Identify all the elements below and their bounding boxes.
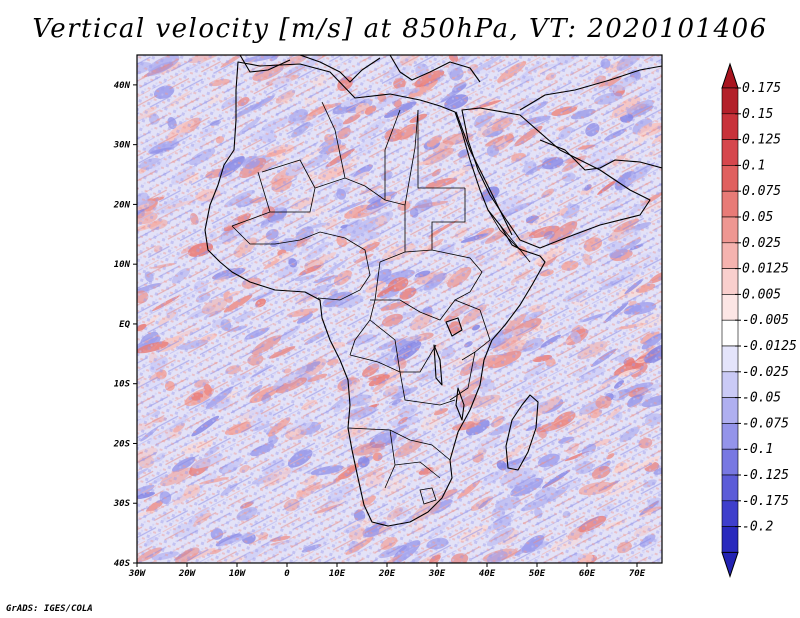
colorbar-label: -0.2	[742, 520, 773, 535]
colorbar-segment	[721, 113, 739, 140]
colorbar-segment	[721, 500, 739, 527]
africa-coastline	[204, 61, 546, 527]
colorbar-segment	[721, 190, 739, 218]
colorbar-label: 0.075	[742, 184, 781, 199]
lon-tick-label: 20E	[378, 569, 396, 579]
colorbar-label: -0.005	[742, 313, 789, 328]
lon-tick-label: 30W	[128, 569, 147, 579]
colorbar-label: 0.0125	[742, 262, 789, 277]
colorbar-label: -0.1	[742, 442, 773, 457]
colorbar-segment	[721, 216, 739, 244]
madagascar-coastline	[505, 394, 539, 471]
colorbar-segment	[721, 448, 739, 476]
colorbar-top-arrow	[721, 62, 739, 89]
lon-tick-label: 30E	[428, 569, 446, 579]
colorbar-label: -0.05	[742, 391, 781, 406]
colorbar-segment	[721, 371, 739, 398]
lat-tick-label: 20N	[113, 200, 131, 210]
colorbar-label: -0.125	[742, 468, 789, 483]
colorbar-segment	[721, 345, 739, 373]
plot-area	[137, 55, 662, 563]
lat-tick-label: 10N	[114, 260, 131, 270]
axis-ticks: 30W 20W 10W 0 10E 20E 30E 40E 50E 60E 70E 40N 30N 20N…	[113, 81, 646, 579]
lon-tick-label: 10W	[229, 569, 247, 579]
lon-tick-label: 70E	[629, 569, 646, 579]
lon-tick-label: 40E	[479, 569, 496, 579]
colorbar-label: -0.175	[742, 494, 789, 509]
europe-coastline	[239, 55, 481, 83]
colorbar: 0.175 0.15 0.125 0.1 0.075 0.05 0.025 0.0125 0.0…	[721, 62, 797, 578]
colorbar-segment	[721, 294, 739, 321]
lat-tick-label: 30S	[113, 499, 131, 509]
colorbar-segment	[721, 474, 739, 502]
red-sea	[455, 111, 513, 236]
lon-tick-label: 10E	[329, 569, 346, 579]
colorbar-segment	[721, 165, 739, 192]
colorbar-label: -0.075	[742, 416, 789, 431]
arabia-coastline	[461, 107, 651, 249]
colorbar-label: 0.15	[742, 107, 773, 122]
colorbar-label: -0.025	[742, 365, 789, 380]
colorbar-bottom-arrow	[721, 551, 739, 578]
lon-tick-label: 60E	[579, 569, 596, 579]
grads-credit: GrADS: IGES/COLA	[6, 604, 93, 614]
field-speckle	[137, 55, 662, 563]
colorbar-label: 0.1	[742, 158, 765, 173]
colorbar-segment	[721, 397, 739, 424]
colorbar-segment	[721, 423, 739, 450]
lon-tick-label: 0	[284, 569, 290, 579]
lake-malawi	[455, 387, 465, 421]
colorbar-segment	[721, 242, 739, 269]
colorbar-label: 0.125	[742, 133, 781, 148]
plot-frame	[136, 54, 663, 564]
country-borders	[231, 101, 531, 505]
lat-tick-label: 40N	[114, 81, 131, 91]
colorbar-segment	[721, 268, 739, 295]
colorbar-label: 0.175	[742, 81, 781, 96]
lon-tick-label: 20W	[178, 569, 197, 579]
colorbar-segment	[721, 526, 739, 553]
lat-tick-label: 20S	[113, 439, 131, 449]
lat-tick-label: EQ	[119, 320, 130, 330]
colorbar-label: 0.005	[742, 287, 781, 302]
lon-tick-label: 50E	[529, 569, 546, 579]
map-title: Vertical velocity [m/s] at 850hPa, VT: 2…	[32, 14, 768, 44]
lat-tick-label: 30N	[113, 141, 131, 151]
colorbar-label: 0.05	[742, 210, 773, 225]
colorbar-segment	[721, 139, 739, 166]
lat-tick-label: 10S	[114, 380, 131, 390]
lake-tanganyika	[433, 344, 443, 386]
colorbar-segment	[721, 319, 739, 347]
colorbar-segment	[721, 87, 739, 115]
gulf-coastline	[519, 65, 662, 171]
colorbar-label: 0.025	[742, 236, 781, 251]
lat-tick-label: 40S	[114, 559, 131, 569]
colorbar-label: -0.0125	[742, 339, 797, 354]
coastlines	[204, 55, 662, 527]
lake-victoria	[445, 317, 463, 337]
